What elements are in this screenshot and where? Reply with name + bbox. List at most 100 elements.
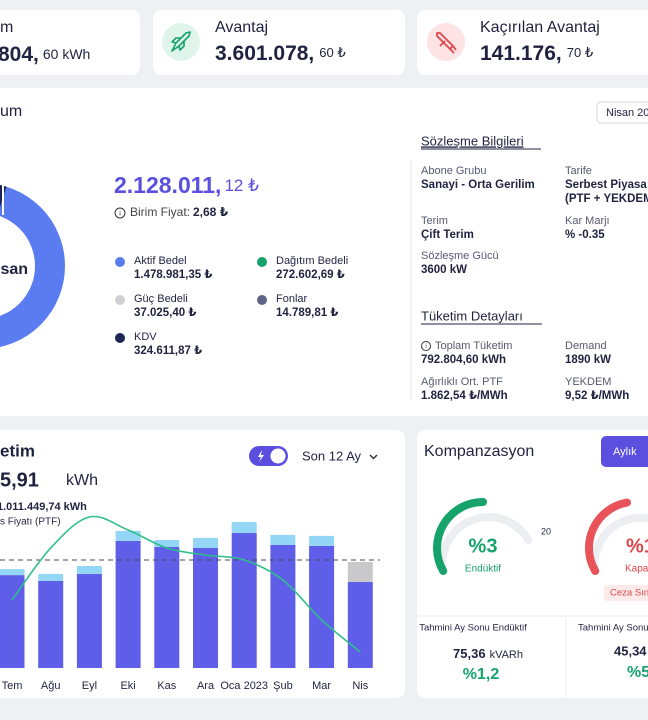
panel-title: um [0, 103, 22, 120]
x-tick-label: Tem [2, 680, 23, 692]
bar-segment [0, 569, 25, 576]
field-value: % -0.35 [565, 229, 605, 241]
legend-label: Fonlar [276, 293, 308, 305]
field-value: 3600 kW [421, 264, 467, 276]
legend-dot [115, 295, 125, 305]
info-icon-i: i [425, 344, 426, 350]
bar-segment [347, 562, 373, 583]
estimate-percent: %5 [627, 664, 648, 681]
x-tick-label: Eki [120, 680, 135, 692]
range-select[interactable]: Son 12 Ay [302, 448, 362, 463]
field-value: Sanayi - Orta Gerilim [421, 179, 535, 191]
bar-segment [231, 533, 257, 668]
card-value: 804, 60 kWh [0, 43, 90, 66]
card-value: 141.176, 70 ₺ [480, 42, 593, 65]
x-tick-label: Oca 2023 [220, 680, 268, 692]
bar-segment [154, 547, 180, 668]
card-title: m [0, 19, 13, 36]
gauge-value: %3 [469, 535, 498, 557]
bar-segment [38, 573, 64, 581]
legend-value: 272.602,69 ₺ [276, 269, 345, 281]
legend-dot [257, 257, 267, 267]
chevron [369, 454, 378, 460]
field-label: Tarife [565, 165, 592, 177]
section-title: Tüketim Detayları [421, 308, 523, 323]
line-label: s Fiyatı (PTF) [0, 517, 61, 528]
period-text: Nisan 20 [606, 107, 648, 119]
field-label: Terim [421, 215, 448, 227]
bar-segment [0, 575, 25, 668]
x-tick-label: Şub [273, 680, 293, 692]
estimate-value: 75,36 kVARh [453, 646, 523, 661]
legend-label: KDV [134, 331, 157, 343]
estimate-value: 45,34 [614, 643, 647, 658]
x-tick-label: Ara [197, 680, 215, 692]
cost-legend: Aktif Bedel 1.478.981,35 ₺ Dağıtım Bedeli 2… [115, 255, 348, 357]
legend-value: 14.789,81 ₺ [276, 307, 338, 319]
gauge-max: 20 [541, 526, 551, 536]
bar-segment [270, 544, 296, 668]
x-tick-label: Nis [352, 680, 368, 692]
bar-segment [193, 547, 218, 668]
legend-dot [115, 333, 125, 343]
panel [417, 430, 648, 698]
x-tick-label: Ağu [41, 680, 61, 692]
field-label: Kar Marjı [565, 215, 610, 227]
legend-dot [257, 295, 267, 305]
x-tick-label: Kas [157, 680, 176, 692]
total-unit: kWh [66, 472, 98, 489]
card [417, 10, 648, 75]
toggle-button[interactable] [601, 436, 648, 467]
donut-ring [0, 185, 65, 347]
bar-segment [154, 539, 180, 547]
reference-label: 1.011.449,74 kWh [0, 501, 87, 513]
bar-segment [76, 574, 102, 668]
section-title: Sözleşme Bilgileri [421, 133, 524, 148]
price-line [11, 515, 361, 653]
field-label: Ağırlıklı Ort. PTF [421, 376, 503, 388]
limit-pill [604, 585, 648, 601]
card-title: Kaçırılan Avantaj [480, 19, 600, 36]
bar-segment [270, 534, 296, 545]
card [153, 10, 405, 75]
bar-segment [309, 535, 335, 546]
rocket-icon [171, 31, 191, 52]
field-value: Serbest Piyasa [565, 179, 647, 191]
info-icon-i: i [119, 210, 121, 217]
field-value: (PTF + YEKDEM [565, 193, 648, 205]
legend-value: 37.025,40 ₺ [134, 307, 196, 319]
x-tick-label: Mar [312, 680, 331, 692]
limit-text: Ceza Sın [610, 588, 648, 599]
field-value: 1.862,54 ₺/MWh [421, 390, 508, 402]
bar-chart: Tem Ağu Eyl Eki Kas Ara Oca 2023 Şub Mar Nis [0, 515, 380, 692]
toggle-knob [270, 448, 286, 464]
field-label: YEKDEM [565, 376, 611, 388]
period-select[interactable] [596, 101, 648, 124]
info-icon [421, 341, 431, 351]
card-title: Avantaj [215, 19, 268, 36]
legend-value: 324.611,87 ₺ [134, 345, 202, 357]
unit-price: Birim Fiyat: 2,68 ₺ [130, 205, 229, 219]
icon-bg [162, 23, 200, 61]
bar-segment [347, 582, 373, 668]
estimate-label: Tahmini Ay Sonu Endüktif [419, 623, 527, 634]
gauge-track [590, 513, 648, 575]
bar-segment [76, 566, 102, 575]
card-value: 3.601.078, 60 ₺ [215, 42, 346, 65]
legend-label: Dağıtım Bedeli [276, 255, 348, 267]
bar-segment [115, 530, 141, 541]
bar-segment [309, 545, 335, 668]
gauge-track [438, 513, 533, 575]
pen-icon [436, 32, 457, 54]
total: 5,91 [0, 469, 39, 491]
panel-title: Kompanzasyon [424, 443, 534, 460]
gauge-value: %1 [626, 535, 648, 557]
field-label: Abone Grubu [421, 165, 486, 177]
bar-segment [231, 522, 257, 534]
x-tick-label: Eyl [82, 680, 97, 692]
bar-segment [115, 540, 141, 668]
field-label: Toplam Tüketim [435, 340, 512, 352]
panel-title: etim [0, 441, 35, 460]
